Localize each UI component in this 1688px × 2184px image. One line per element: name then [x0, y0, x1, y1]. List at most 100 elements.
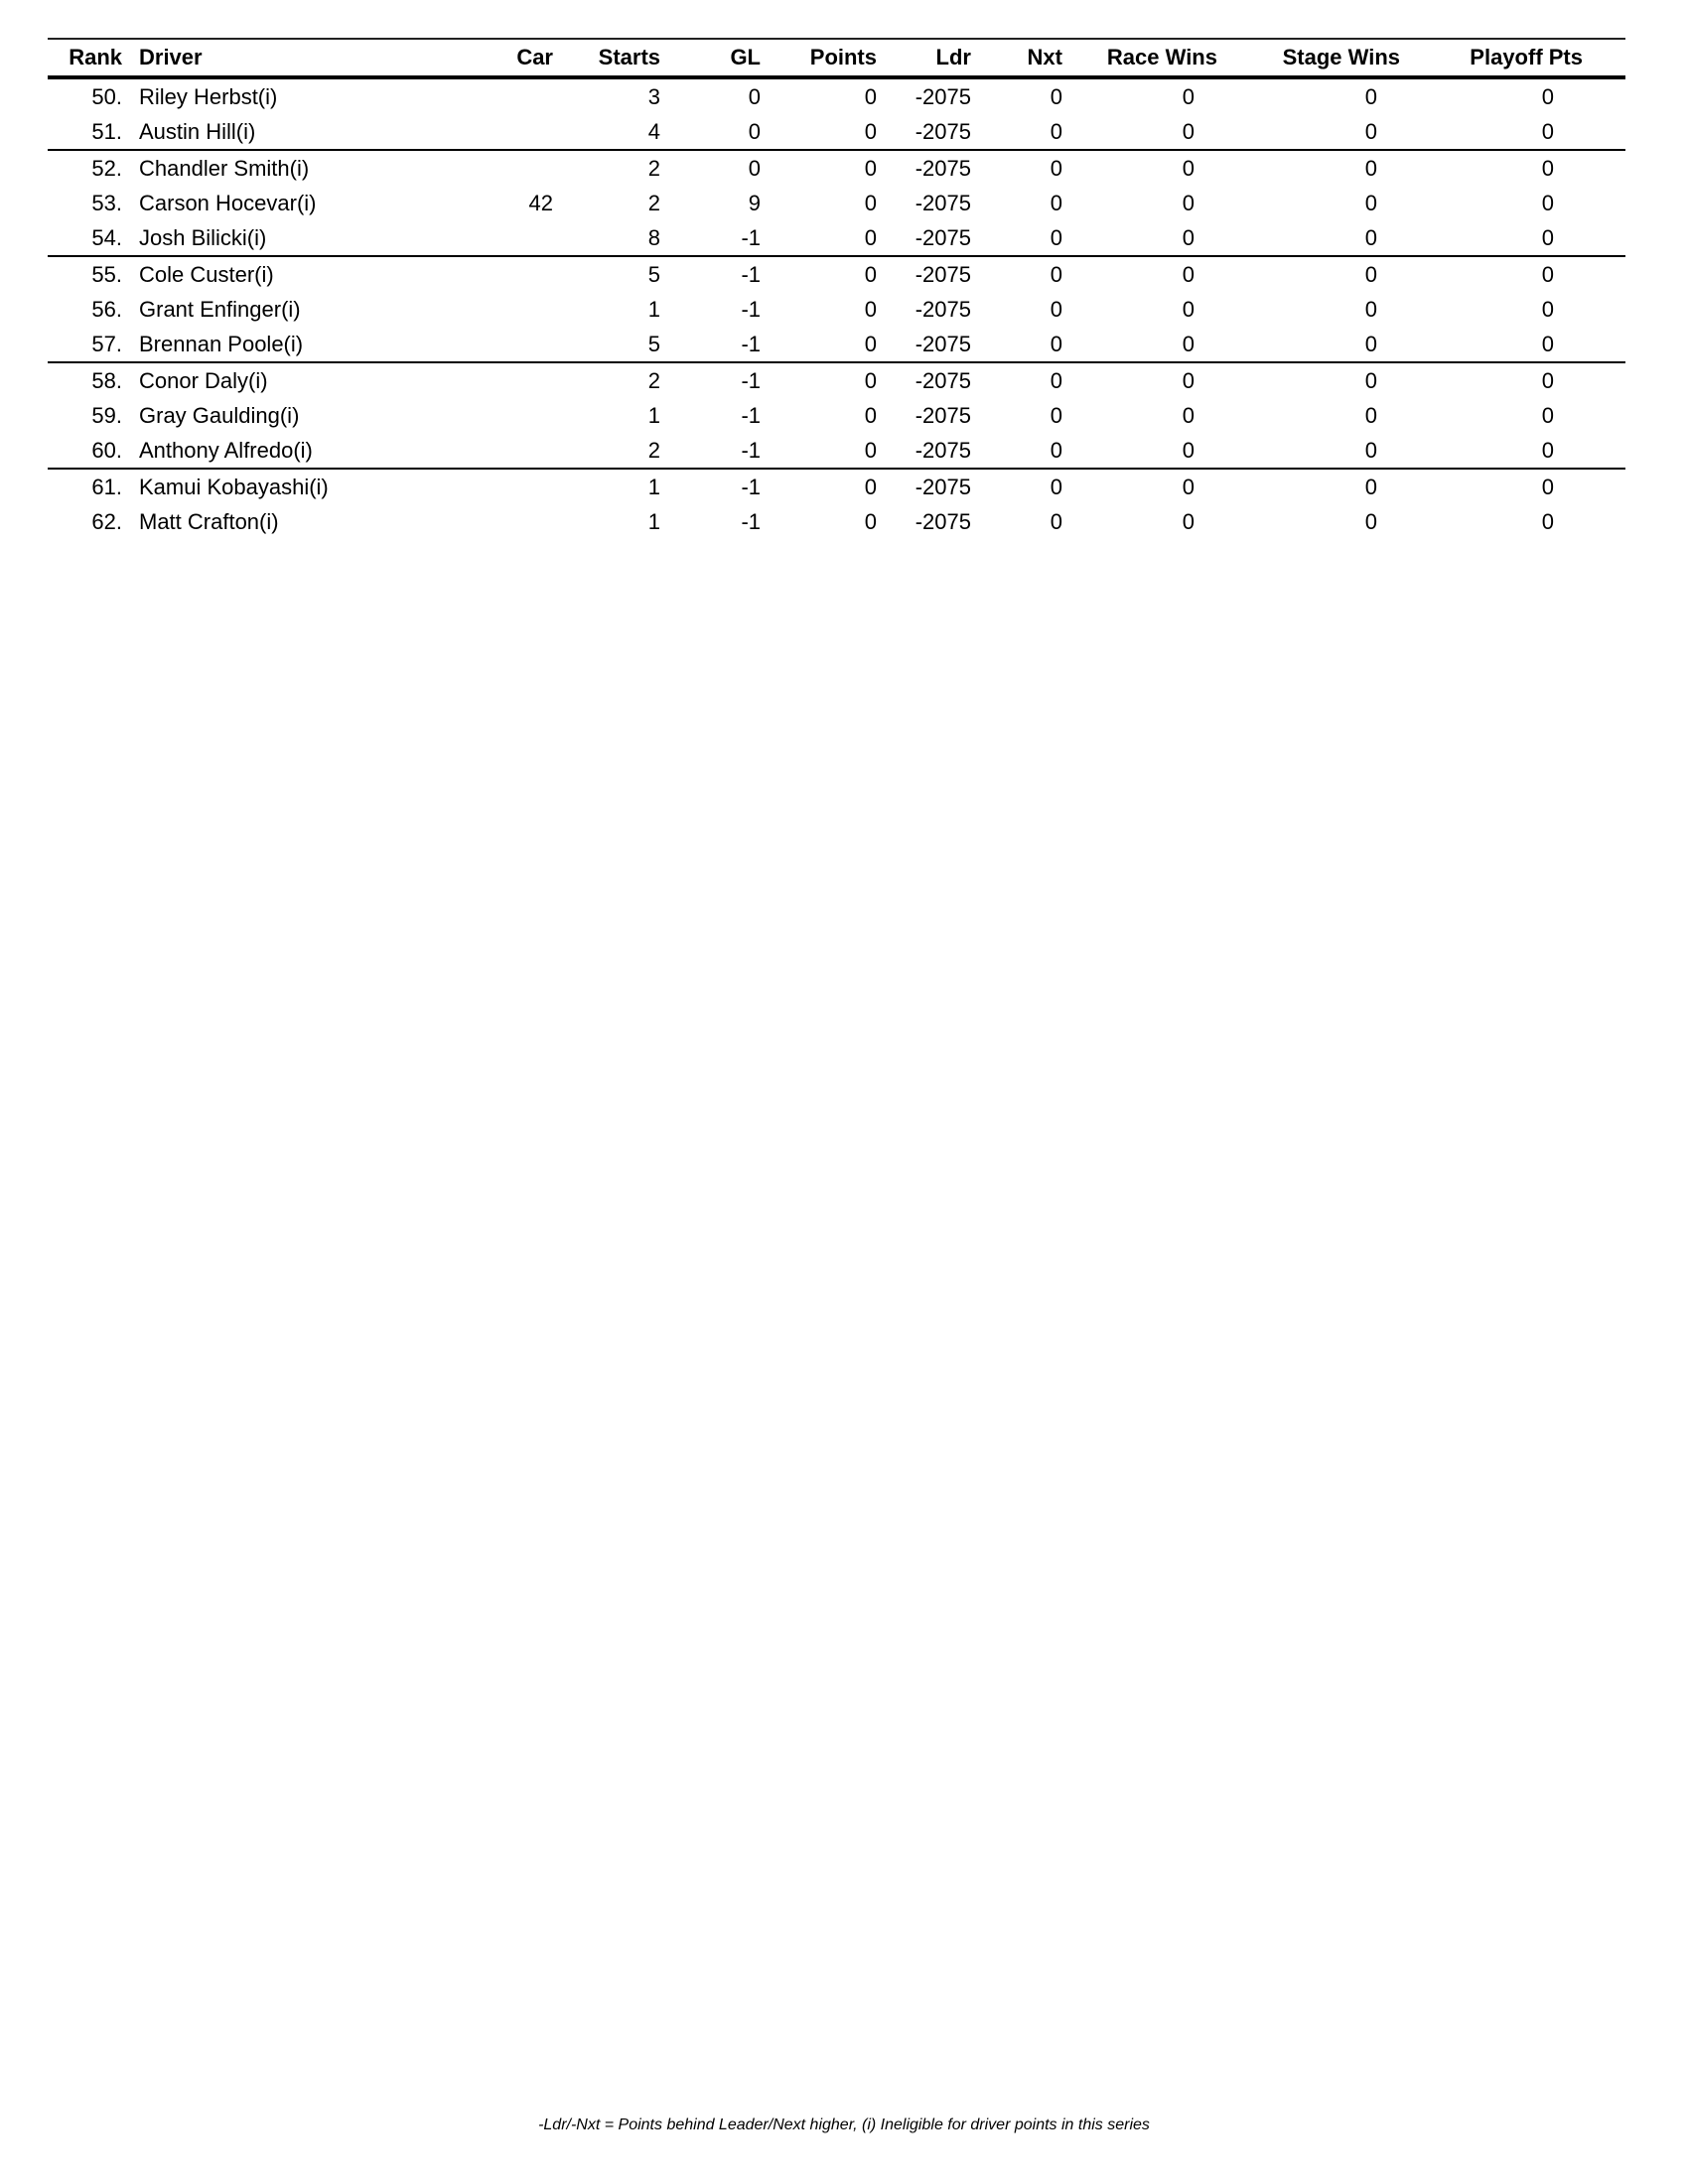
car-cell [459, 149, 553, 186]
ldr-cell: -2075 [877, 255, 971, 292]
table-row: 56. Grant Enfinger(i) 1 -1 0 -2075 0 0 0 0 [48, 292, 1625, 327]
driver-cell: Josh Bilicki(i) [139, 224, 267, 250]
rank-cell: 56. [91, 296, 122, 322]
nxt-cell: 0 [1050, 437, 1062, 463]
ldr-cell: -2075 [877, 149, 971, 186]
table-row: 54. Josh Bilicki(i) 8 -1 0 -2075 0 0 0 0 [48, 220, 1625, 256]
rank-cell: 60. [91, 437, 122, 463]
driver-cell: Chandler Smith(i) [122, 149, 459, 186]
standings-table: Rank Driver Car Starts GL Points Ldr Nxt Race Wi… [48, 38, 1625, 539]
column-header-ldr: Ldr [877, 38, 971, 79]
gl-cell: -1 [741, 437, 761, 463]
starts-cell: 2 [553, 361, 660, 398]
race_wins-cell: 0 [1182, 331, 1195, 356]
race_wins-cell: 0 [1182, 437, 1195, 463]
driver-cell: Kamui Kobayashi(i) [122, 468, 459, 504]
table-row: 55. Cole Custer(i) 5 -1 0 -2075 0 0 0 0 [48, 255, 1625, 292]
car-cell [459, 292, 553, 327]
stage_wins-cell: 0 [1217, 255, 1400, 292]
stage_wins-cell: 0 [1217, 361, 1400, 398]
table-row: 53. Carson Hocevar(i) 42 2 9 0 -2075 0 0 0 0 [48, 186, 1625, 220]
table-row: 62. Matt Crafton(i) 1 -1 0 -2075 0 0 0 0 [48, 504, 1625, 539]
stage_wins-cell: 0 [1364, 508, 1377, 534]
race_wins-cell: 0 [1182, 224, 1195, 250]
playoff_pts-cell: 0 [1400, 361, 1625, 398]
nxt-cell: 0 [971, 255, 1062, 292]
stage_wins-cell: 0 [1364, 437, 1377, 463]
driver-cell: Gray Gaulding(i) [139, 402, 300, 428]
driver-cell: Carson Hocevar(i) [139, 190, 317, 215]
starts-cell: 1 [647, 402, 660, 428]
table-row: 51. Austin Hill(i) 4 0 0 -2075 0 0 0 0 [48, 114, 1625, 150]
starts-cell: 1 [647, 296, 660, 322]
starts-cell: 3 [647, 83, 660, 109]
nxt-cell: 0 [1050, 508, 1062, 534]
table-row: 59. Gray Gaulding(i) 1 -1 0 -2075 0 0 0 0 [48, 398, 1625, 433]
points-cell: 0 [761, 149, 877, 186]
gl-cell: 0 [660, 149, 761, 186]
table-row: 61. Kamui Kobayashi(i) 1 -1 0 -2075 0 0 0 0 [48, 468, 1625, 504]
ldr-cell: -2075 [914, 118, 971, 144]
driver-cell: Matt Crafton(i) [139, 508, 279, 534]
ldr-cell: -2075 [914, 224, 971, 250]
race_wins-cell: 0 [1062, 468, 1217, 504]
nxt-cell: 0 [971, 361, 1062, 398]
points-cell: 0 [864, 437, 877, 463]
points-cell: 0 [864, 331, 877, 356]
rank-cell: 58. [48, 361, 122, 398]
driver-cell: Riley Herbst(i) [139, 83, 278, 109]
playoff_pts-cell: 0 [1541, 331, 1554, 356]
gl-cell: 9 [748, 190, 761, 215]
points-cell: 0 [864, 296, 877, 322]
starts-cell: 5 [553, 255, 660, 292]
stage_wins-cell: 0 [1364, 83, 1377, 109]
stage_wins-cell: 0 [1217, 149, 1400, 186]
car-cell [459, 114, 553, 150]
driver-cell: Anthony Alfredo(i) [139, 437, 313, 463]
ldr-cell: -2075 [914, 190, 971, 215]
ldr-cell: -2075 [877, 468, 971, 504]
legend-footnote: -Ldr/-Nxt = Points behind Leader/Next hi… [538, 2116, 1150, 2133]
rank-cell: 57. [91, 331, 122, 356]
playoff_pts-cell: 0 [1400, 255, 1625, 292]
starts-cell: 8 [647, 224, 660, 250]
playoff_pts-cell: 0 [1541, 224, 1554, 250]
gl-cell: -1 [741, 402, 761, 428]
car-cell [459, 77, 553, 114]
playoff_pts-cell: 0 [1541, 296, 1554, 322]
rank-cell: 52. [48, 149, 122, 186]
rank-cell: 59. [91, 402, 122, 428]
ldr-cell: -2075 [914, 296, 971, 322]
playoff_pts-cell: 0 [1400, 468, 1625, 504]
table-row: 52. Chandler Smith(i) 2 0 0 -2075 0 0 0 0 [48, 149, 1625, 186]
stage_wins-cell: 0 [1364, 331, 1377, 356]
car-cell [459, 361, 553, 398]
table-row: 50. Riley Herbst(i) 3 0 0 -2075 0 0 0 0 [48, 77, 1625, 114]
car-cell [459, 327, 553, 362]
points-cell: 0 [761, 468, 877, 504]
playoff_pts-cell: 0 [1541, 190, 1554, 215]
nxt-cell: 0 [1050, 190, 1062, 215]
stage_wins-cell: 0 [1364, 224, 1377, 250]
gl-cell: -1 [741, 331, 761, 356]
points-cell: 0 [864, 402, 877, 428]
car-cell [459, 468, 553, 504]
rank-cell: 53. [91, 190, 122, 215]
car-cell [459, 255, 553, 292]
table-row: 60. Anthony Alfredo(i) 2 -1 0 -2075 0 0 0 0 [48, 433, 1625, 469]
ldr-cell: -2075 [914, 402, 971, 428]
starts-cell: 2 [647, 437, 660, 463]
ldr-cell: -2075 [914, 331, 971, 356]
rank-cell: 50. [91, 83, 122, 109]
nxt-cell: 0 [971, 468, 1062, 504]
nxt-cell: 0 [1050, 331, 1062, 356]
driver-cell: Conor Daly(i) [122, 361, 459, 398]
starts-cell: 2 [553, 149, 660, 186]
table-row: 58. Conor Daly(i) 2 -1 0 -2075 0 0 0 0 [48, 361, 1625, 398]
race_wins-cell: 0 [1182, 508, 1195, 534]
nxt-cell: 0 [971, 149, 1062, 186]
driver-cell: Brennan Poole(i) [139, 331, 304, 356]
playoff_pts-cell: 0 [1541, 118, 1554, 144]
car-cell [459, 504, 553, 539]
column-header-race_wins: Race Wins [1062, 38, 1217, 79]
